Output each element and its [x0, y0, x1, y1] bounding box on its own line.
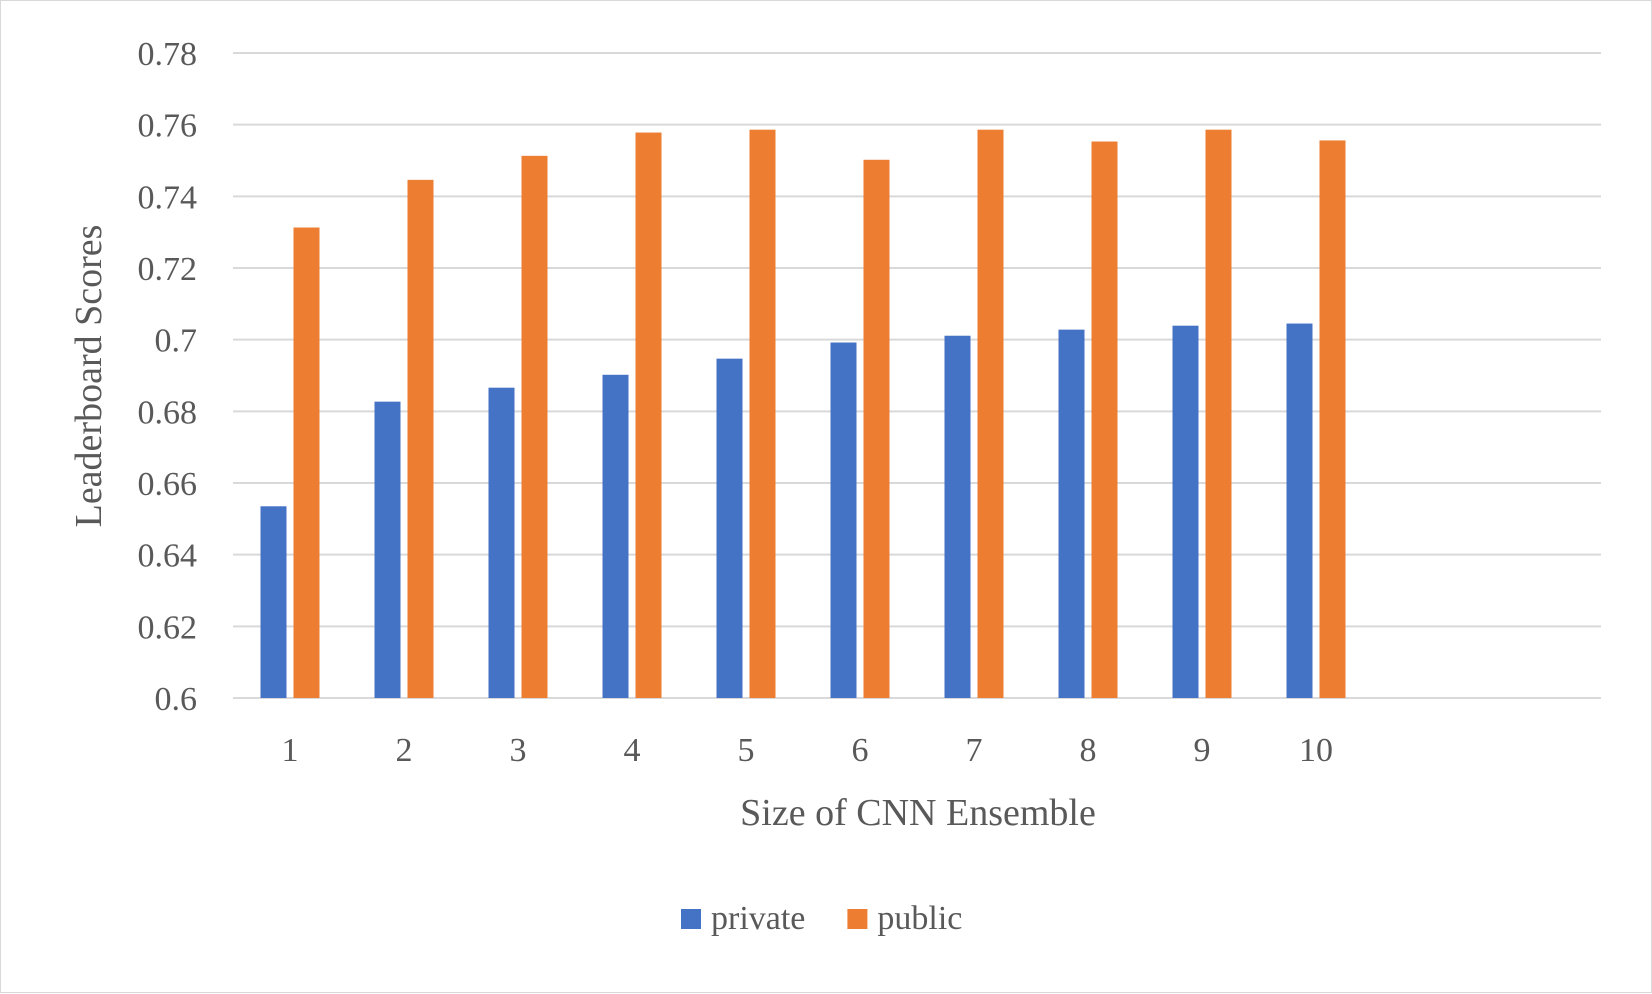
bar-public [1205, 129, 1232, 698]
y-axis-title: Leaderboard Scores [68, 225, 110, 528]
legend-swatch-public [847, 909, 868, 929]
bar-private [1058, 329, 1085, 698]
x-tick-label: 5 [738, 732, 755, 769]
y-tick-label: 0.74 [138, 179, 198, 216]
bar-private [1172, 325, 1199, 698]
bar-private [260, 506, 287, 698]
x-tick-label: 9 [1194, 732, 1211, 769]
bar-public [1319, 140, 1346, 698]
bar-public [863, 159, 890, 699]
x-tick-label: 7 [966, 732, 983, 769]
legend-label-private: private [711, 900, 805, 937]
bar-public [521, 155, 548, 698]
bars [260, 129, 1346, 699]
y-tick-label: 0.6 [155, 681, 198, 718]
y-tick-label: 0.7 [155, 323, 198, 360]
bar-private [830, 342, 857, 698]
y-tick-label: 0.66 [138, 466, 198, 503]
bar-private [488, 387, 515, 698]
y-tick-label: 0.78 [138, 36, 198, 73]
x-axis-tick-labels: 1 2 3 4 5 6 7 8 9 10 [282, 732, 1334, 769]
y-tick-label: 0.64 [138, 538, 198, 575]
legend-swatch-private [681, 909, 701, 929]
y-tick-label: 0.68 [138, 394, 198, 431]
x-tick-label: 6 [852, 732, 869, 769]
bar-public [407, 179, 434, 699]
legend-label-public: public [877, 900, 962, 937]
x-tick-label: 10 [1299, 732, 1333, 769]
bar-private [374, 401, 401, 698]
bar-private [944, 335, 971, 698]
y-tick-label: 0.62 [138, 609, 198, 646]
x-tick-label: 3 [510, 732, 527, 769]
bar-private [716, 358, 743, 698]
bar-private [602, 374, 629, 698]
x-tick-label: 8 [1080, 732, 1097, 769]
y-axis-tick-labels: 0.6 0.62 0.64 0.66 0.68 0.7 0.72 0.74 0.76 0.78 [138, 36, 198, 718]
bar-private [1286, 323, 1313, 698]
bar-public [1091, 141, 1118, 699]
bar-public [293, 227, 320, 698]
y-tick-label: 0.72 [138, 251, 198, 288]
x-axis-title: Size of CNN Ensemble [740, 792, 1096, 834]
legend: private public [681, 900, 962, 937]
bar-public [749, 129, 776, 698]
x-tick-label: 2 [396, 732, 413, 769]
gridlines [233, 52, 1601, 699]
x-tick-label: 4 [624, 732, 641, 769]
y-tick-label: 0.76 [138, 108, 198, 145]
bar-public [977, 129, 1004, 698]
bar-public [635, 132, 662, 699]
x-tick-label: 1 [282, 732, 299, 769]
